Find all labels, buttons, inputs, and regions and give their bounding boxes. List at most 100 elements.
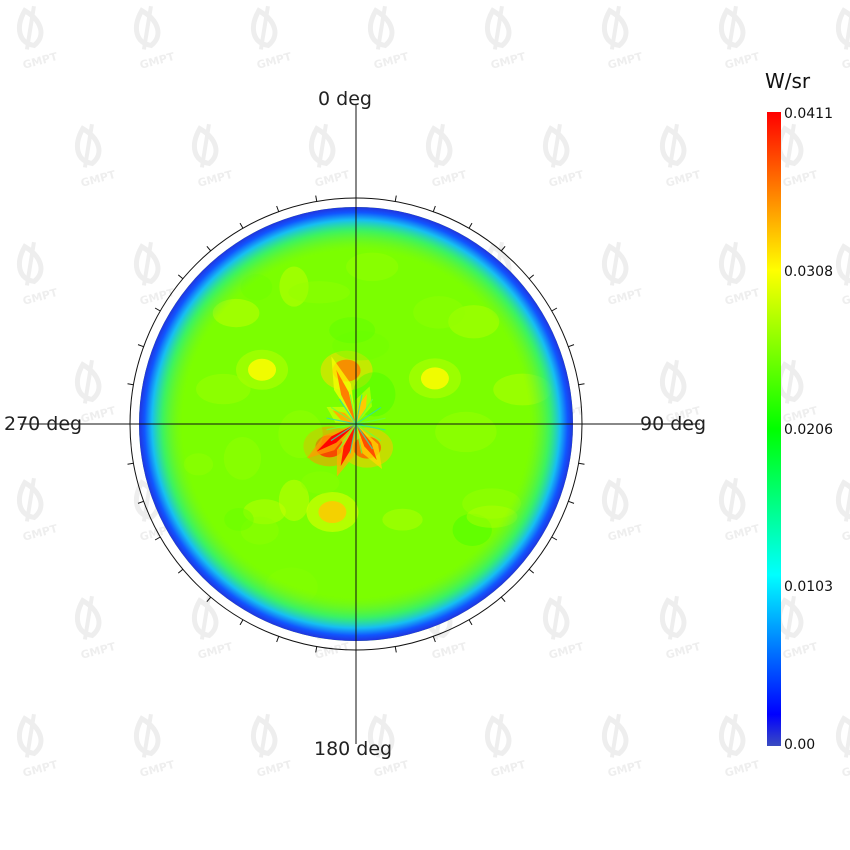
watermark-text: GMPT [79,640,117,662]
ring-tick [551,536,558,541]
watermark-logo: GMPT [16,241,59,308]
watermark-text: GMPT [21,50,59,72]
watermark-text: GMPT [21,522,59,544]
watermark-logo: GMPT [484,5,527,72]
watermark-text: GMPT [723,50,761,72]
watermark-logo: GMPT [74,595,117,662]
ring-tick [315,195,318,202]
watermark-text: GMPT [430,168,468,190]
watermark-text: GMPT [606,286,644,308]
watermark-logo: GMPT [191,595,234,662]
watermark-text: GMPT [723,522,761,544]
watermark-logo: GMPT [250,713,293,780]
ring-tick [315,646,318,653]
watermark-text: GMPT [547,640,585,662]
watermark-text: GMPT [313,640,351,662]
ring-tick [137,500,144,504]
ring-tick [239,222,244,229]
ring-tick [127,383,134,386]
watermark-text: GMPT [489,758,527,780]
watermark-logo: GMPT [659,123,702,190]
colorbar-unit-label: W/sr [765,69,811,93]
watermark-logo: GMPT [601,5,644,72]
ring-tick [154,536,161,541]
watermark-text: GMPT [372,50,410,72]
watermark-logo: GMPT [718,477,761,544]
ring-tick [206,596,212,603]
watermark-text: GMPT [138,286,176,308]
ring-tick [528,568,535,574]
watermark-text: GMPT [606,522,644,544]
watermark-text: GMPT [781,640,819,662]
ring-tick [528,274,535,280]
ring-tick [432,636,436,643]
ring-tick [154,307,161,312]
watermark-logo: GMPT [718,5,761,72]
watermark-logo: GMPT [133,713,176,780]
watermark-text: GMPT [606,50,644,72]
watermark-text: GMPT [196,168,234,190]
ring-tick [177,274,184,280]
watermark-text: GMPT [138,50,176,72]
watermark-text: GMPT [547,168,585,190]
watermark-logo: GMPT [542,123,585,190]
ring-tick [468,222,473,229]
ring-tick [394,646,397,653]
watermark-logo: GMPT [425,123,468,190]
ring-tick [468,619,473,626]
ring-tick [578,383,585,386]
colorbar-gradient [767,112,781,746]
ring-tick [578,462,585,465]
watermark-text: GMPT [255,758,293,780]
angle-label-180: 180 deg [314,738,392,760]
watermark-text: GMPT [840,286,850,308]
colorbar-tick-label: 0.00 [784,737,815,753]
watermark-text: GMPT [79,404,117,426]
colorbar-tick-label: 0.0206 [784,422,833,438]
colorbar-tick-label: 0.0411 [784,106,833,122]
watermark-text: GMPT [840,50,850,72]
angle-label-270: 270 deg [4,413,82,435]
colorbar-tick-label: 0.0308 [784,264,833,280]
ring-tick [500,596,506,603]
watermark-logo: GMPT [16,5,59,72]
watermark-text: GMPT [255,50,293,72]
watermark-logo: GMPT [835,477,850,544]
watermark-logo: GMPT [250,5,293,72]
watermark-text: GMPT [196,640,234,662]
ring-tick [137,344,144,348]
watermark-text: GMPT [21,758,59,780]
ring-tick [568,344,575,348]
ring-tick [127,462,134,465]
ring-tick [239,619,244,626]
ring-tick [276,636,280,643]
ring-tick [568,500,575,504]
ring-tick [206,245,212,252]
watermark-logo: GMPT [835,241,850,308]
watermark-logo: GMPT [835,713,850,780]
watermark-logo: GMPT [542,595,585,662]
watermark-logo: GMPT [308,123,351,190]
watermark-text: GMPT [723,758,761,780]
watermark-text: GMPT [840,522,850,544]
watermark-text: GMPT [372,758,410,780]
watermark-logo: GMPT [835,5,850,72]
watermark-text: GMPT [664,168,702,190]
angle-label-90: 90 deg [640,413,706,435]
watermark-text: GMPT [723,286,761,308]
angle-label-0: 0 deg [318,88,372,110]
watermark-logo: GMPT [16,477,59,544]
watermark-logo: GMPT [718,713,761,780]
watermark-text: GMPT [489,50,527,72]
colorbar: W/sr 0.0411 0.0308 0.0206 0.0103 0.00 [765,69,833,753]
watermark-logo: GMPT [16,713,59,780]
watermark-logo: GMPT [601,477,644,544]
watermark-text: GMPT [430,640,468,662]
watermark-logo: GMPT [74,123,117,190]
ring-tick [551,307,558,312]
watermark-logo: GMPT [659,595,702,662]
watermark-logo: GMPT [133,5,176,72]
watermark-text: GMPT [606,758,644,780]
watermark-logo: GMPT [191,123,234,190]
